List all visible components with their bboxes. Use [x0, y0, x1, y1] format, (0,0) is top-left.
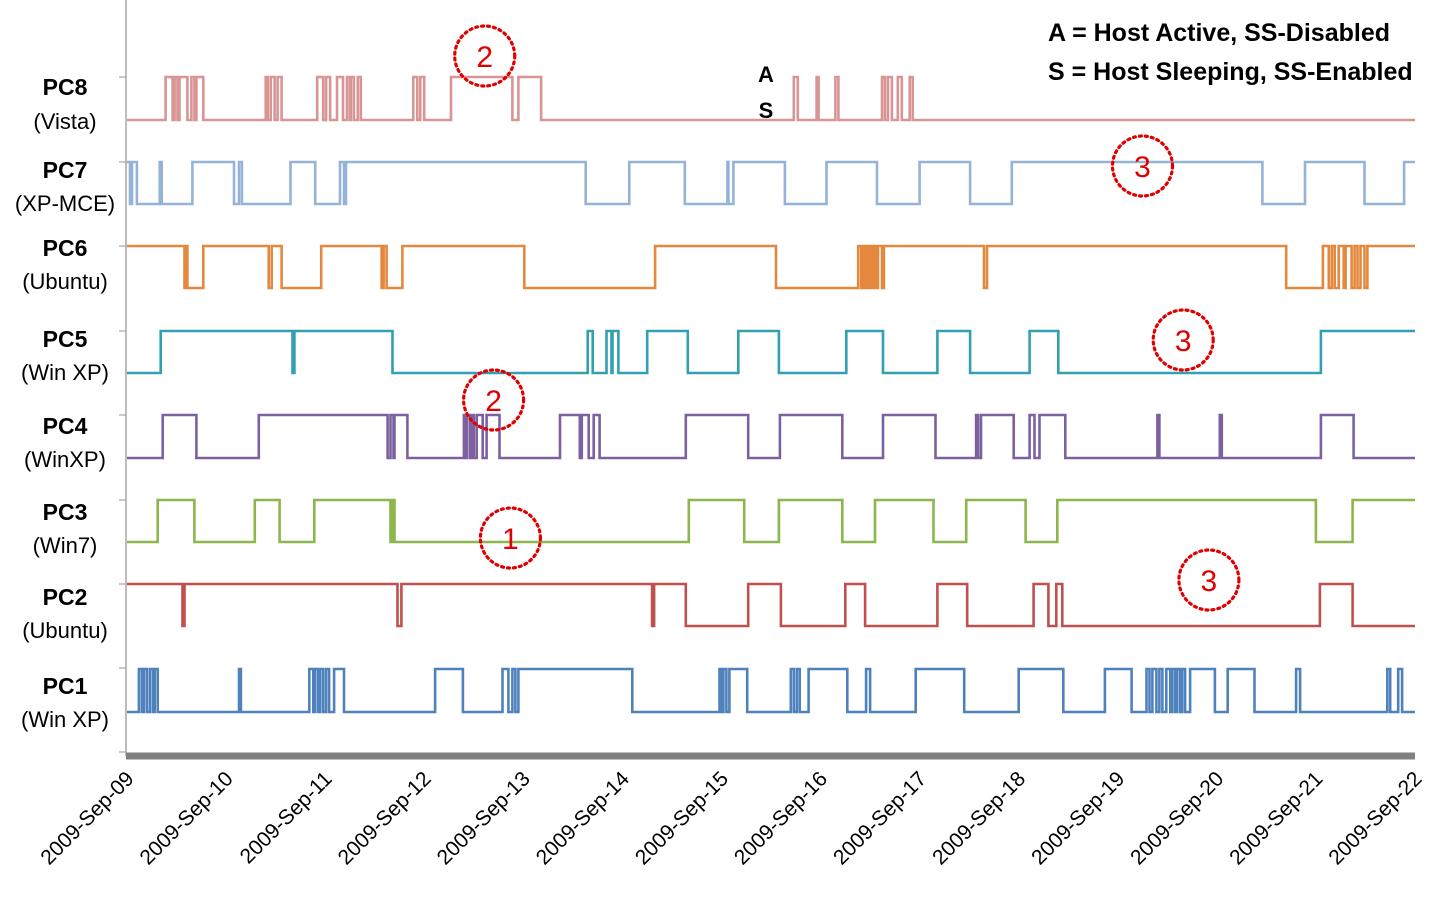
annotation-circle — [462, 368, 526, 432]
x-tick-label: 2009-Sep-19 — [1027, 767, 1129, 869]
host-label-pc4: PC4 — [43, 413, 88, 439]
annotation-number: 2 — [485, 385, 502, 418]
x-tick-label: 2009-Sep-09 — [36, 767, 138, 869]
series-line-pc5 — [127, 329, 1415, 375]
x-tick-label: 2009-Sep-22 — [1324, 767, 1426, 869]
host-labels: PC8 (Vista) PC7 (XP-MCE) PC6 (Ubuntu) PC5 (Win … — [15, 74, 115, 732]
host-label-pc7: PC7 — [43, 157, 88, 183]
annotation-circle — [478, 506, 542, 570]
series-line-pc6 — [127, 244, 1415, 290]
annotation-circle — [1177, 548, 1241, 612]
annotation-number: 1 — [502, 523, 519, 556]
host-os-label-pc7: (XP-MCE) — [15, 191, 115, 216]
annotations: 2 3 3 2 1 3 AS — [453, 24, 1241, 612]
x-tick-label: 2009-Sep-15 — [631, 767, 733, 869]
host-label-pc1: PC1 — [43, 673, 88, 699]
host-os-label-pc4: (WinXP) — [24, 447, 106, 472]
annotation-number: 3 — [1201, 565, 1218, 598]
x-tick-label: 2009-Sep-11 — [236, 767, 337, 868]
x-tick-label: 2009-Sep-20 — [1126, 767, 1228, 869]
host-os-label-pc2: (Ubuntu) — [22, 618, 108, 643]
host-label-pc3: PC3 — [43, 499, 88, 525]
host-os-label-pc1: (Win XP) — [21, 707, 109, 732]
x-tick-label: 2009-Sep-16 — [730, 767, 832, 869]
annotation-number: 2 — [476, 41, 493, 74]
x-tick-label: 2009-Sep-10 — [136, 767, 238, 869]
series-line-pc8 — [127, 75, 1415, 122]
x-tick-label: 2009-Sep-17 — [829, 767, 931, 869]
annotation-circle — [453, 24, 517, 88]
x-axis-ticks: 2009-Sep-092009-Sep-102009-Sep-112009-Se… — [36, 767, 1426, 869]
series-line-pc4 — [127, 413, 1415, 460]
host-os-label-pc5: (Win XP) — [21, 360, 109, 385]
host-label-pc2: PC2 — [43, 584, 88, 610]
legend: A = Host Active, SS-Disabled S = Host Sle… — [1048, 19, 1413, 86]
host-label-pc8: PC8 — [43, 74, 88, 100]
host-os-label-pc8: (Vista) — [33, 109, 96, 134]
x-tick-label: 2009-Sep-13 — [433, 767, 535, 869]
x-tick-label: 2009-Sep-21 — [1225, 767, 1327, 869]
state-marker-active: A — [758, 62, 774, 87]
annotation-number: 3 — [1134, 151, 1151, 184]
annotation-number: 3 — [1175, 325, 1192, 358]
series-layer — [127, 75, 1415, 714]
axes — [119, 0, 1415, 760]
host-os-label-pc3: (Win7) — [33, 533, 98, 558]
host-label-pc6: PC6 — [43, 235, 88, 261]
x-tick-label: 2009-Sep-12 — [334, 767, 436, 869]
annotation-circle — [1151, 308, 1215, 372]
series-line-pc2 — [127, 582, 1415, 628]
series-line-pc3 — [127, 498, 1415, 544]
x-tick-label: 2009-Sep-18 — [928, 767, 1030, 869]
annotation-circle — [1110, 134, 1175, 198]
x-tick-label: 2009-Sep-14 — [532, 767, 634, 869]
host-label-pc5: PC5 — [43, 326, 88, 352]
series-line-pc1 — [127, 667, 1415, 714]
legend-active: A = Host Active, SS-Disabled — [1048, 19, 1390, 47]
host-os-label-pc6: (Ubuntu) — [22, 269, 108, 294]
series-line-pc7 — [127, 160, 1415, 206]
legend-sleeping: S = Host Sleeping, SS-Enabled — [1048, 58, 1413, 86]
state-marker-sleeping: S — [759, 98, 774, 123]
